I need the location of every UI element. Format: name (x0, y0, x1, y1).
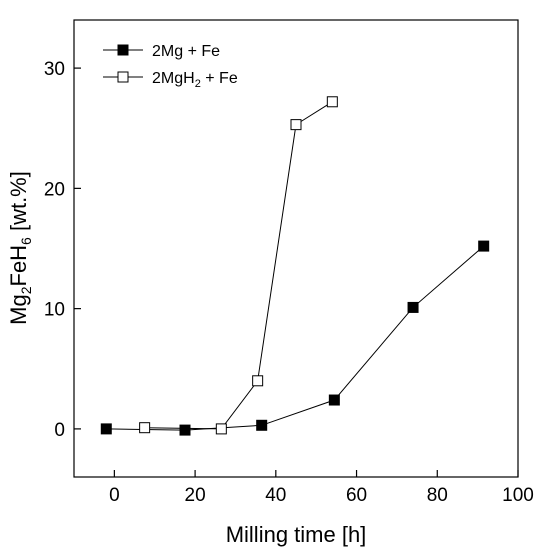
x-tick-label: 0 (109, 485, 120, 506)
series-line-1 (106, 245, 485, 431)
y-tick-label: 0 (54, 420, 65, 441)
data-point-series-1 (256, 419, 268, 431)
data-point-series-2 (252, 375, 264, 387)
data-point-series-1 (328, 394, 340, 406)
series-layer (100, 96, 490, 436)
x-axis-title: Milling time [h] (226, 522, 367, 547)
data-point-series-1 (179, 424, 191, 436)
x-tick-label: 60 (346, 485, 367, 506)
x-tick-label: 40 (265, 485, 286, 506)
legend-marker-series-2 (117, 71, 129, 83)
y-tick-label: 30 (44, 59, 65, 80)
legend-marker-series-1 (117, 44, 129, 56)
series-line-2 (144, 101, 333, 430)
x-tick-label: 20 (185, 485, 206, 506)
y-tick-label: 10 (44, 300, 65, 321)
axis-ticks: 0 20 40 60 80 100 0 10 20 30 (44, 59, 534, 506)
x-tick-label: 100 (502, 485, 534, 506)
data-point-series-2 (326, 96, 338, 108)
x-tick-label: 80 (427, 485, 448, 506)
data-point-series-1 (100, 423, 112, 435)
plot-area (73, 19, 519, 478)
data-point-series-2 (215, 423, 227, 435)
y-axis-title: Mg2FeH6 [wt.%] (6, 171, 34, 325)
data-point-series-1 (478, 240, 490, 252)
data-point-series-1 (407, 301, 419, 313)
data-point-series-2 (139, 422, 151, 434)
legend-label-series-2: 2MgH2 + Fe (152, 70, 238, 90)
data-point-series-2 (290, 119, 302, 131)
axes-frame (73, 19, 519, 478)
y-tick-label: 20 (44, 179, 65, 200)
legend: 2Mg + Fe 2MgH2 + Fe (103, 43, 238, 90)
legend-label-series-1: 2Mg + Fe (152, 43, 220, 60)
